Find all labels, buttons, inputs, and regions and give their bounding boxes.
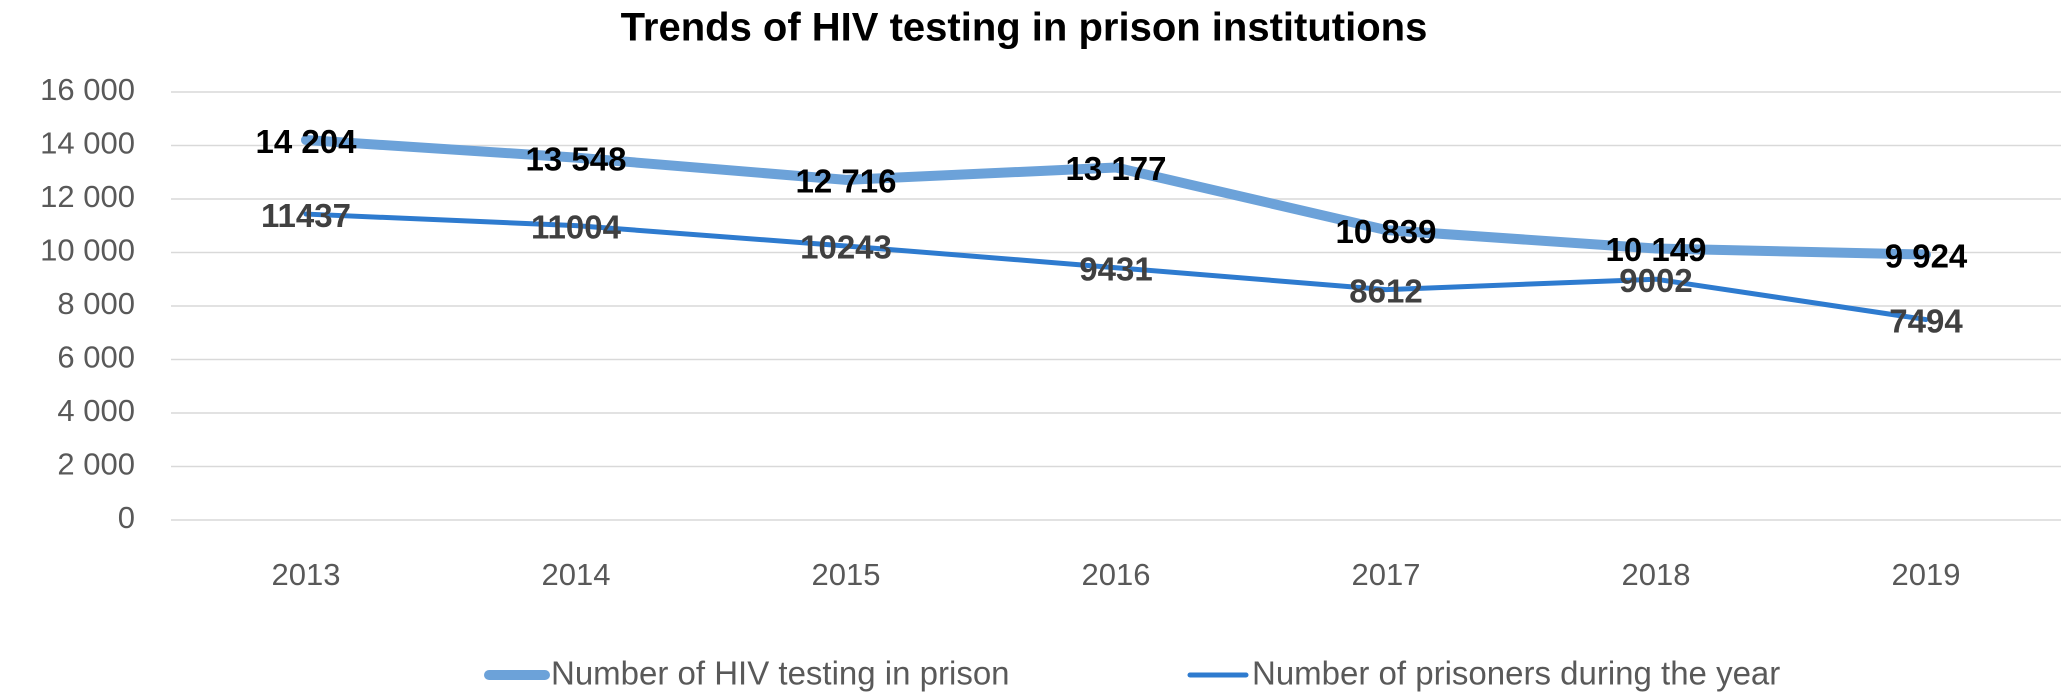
data-label: 14 204: [256, 123, 358, 160]
x-tick-label: 2018: [1622, 557, 1691, 592]
x-tick-label: 2015: [812, 557, 881, 592]
x-tick-label: 2013: [272, 557, 341, 592]
data-label: 10243: [800, 229, 892, 266]
chart-title: Trends of HIV testing in prison institut…: [621, 6, 1428, 50]
data-label: 13 177: [1066, 150, 1167, 187]
x-tick-label: 2019: [1892, 557, 1961, 592]
y-tick-label: 12 000: [40, 179, 135, 214]
y-tick-label: 14 000: [40, 126, 135, 161]
series-line: [301, 135, 1931, 260]
data-label: 10 839: [1336, 213, 1437, 250]
data-label: 9002: [1619, 262, 1692, 299]
y-tick-label: 0: [118, 500, 135, 535]
data-label: 9431: [1079, 250, 1152, 287]
data-label: 11004: [531, 208, 622, 245]
y-tick-label: 4 000: [57, 393, 135, 428]
data-label: 8612: [1349, 272, 1422, 309]
y-tick-label: 16 000: [40, 72, 135, 107]
data-label: 12 716: [796, 163, 897, 200]
data-label: 9 924: [1885, 237, 1968, 274]
y-tick-label: 2 000: [57, 447, 135, 482]
legend-label: Number of prisoners during the year: [1252, 655, 1780, 692]
y-tick-label: 10 000: [40, 233, 135, 268]
data-label: 11437: [261, 197, 351, 234]
x-tick-label: 2016: [1082, 557, 1151, 592]
x-tick-label: 2017: [1352, 557, 1421, 592]
y-tick-label: 6 000: [57, 340, 135, 375]
series-line: [303, 211, 1929, 323]
legend-label: Number of HIV testing in prison: [551, 655, 1010, 692]
data-label: 7494: [1889, 302, 1963, 339]
data-label: 13 548: [526, 140, 627, 177]
data-label: 10 149: [1606, 231, 1707, 268]
y-tick-label: 8 000: [57, 286, 135, 321]
x-tick-label: 2014: [542, 557, 611, 592]
